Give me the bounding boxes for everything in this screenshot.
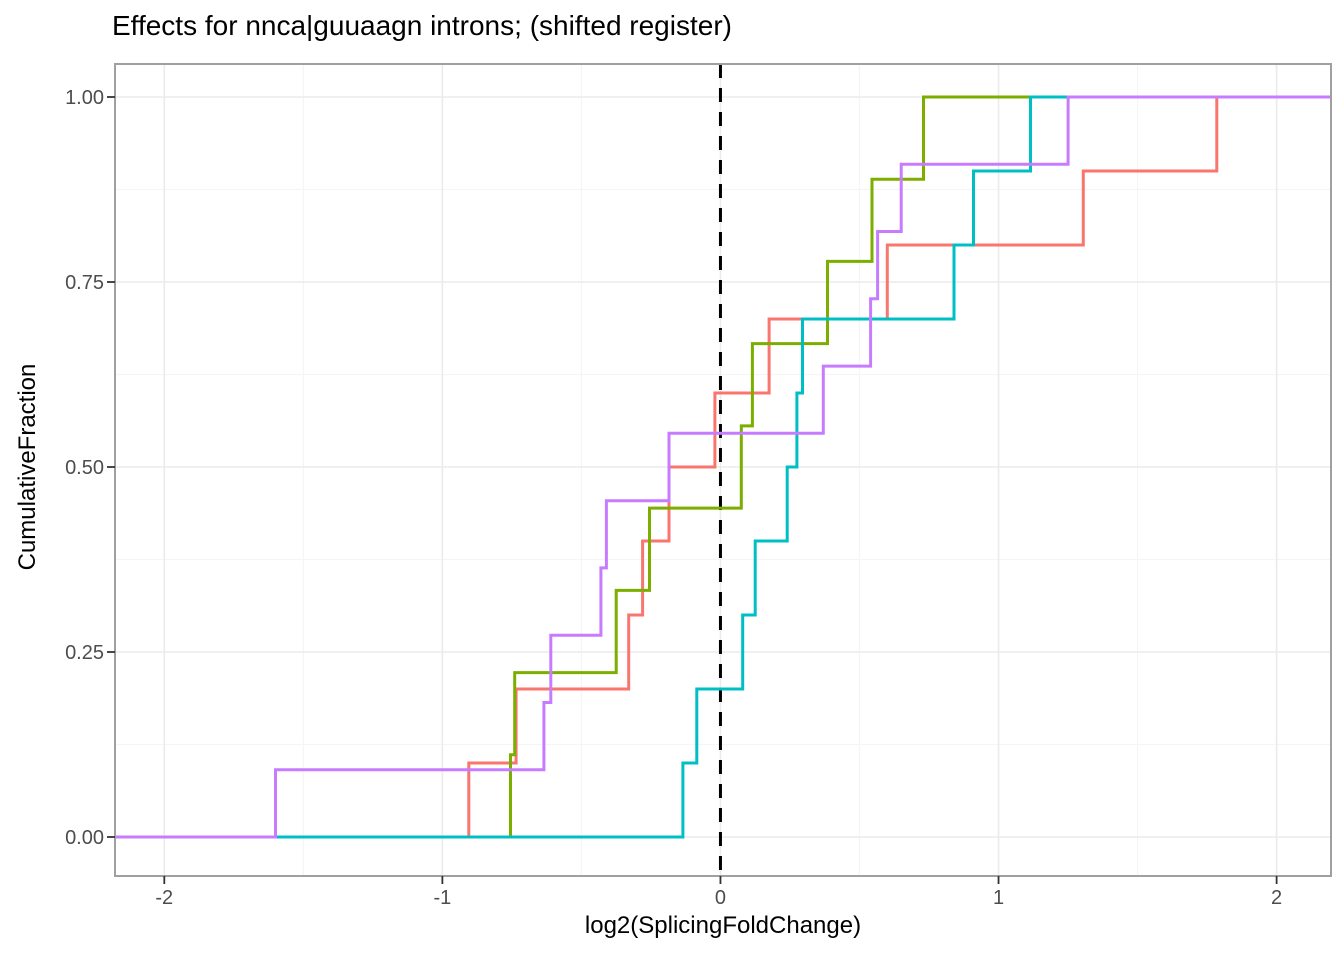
y-tick-label: 0.50 xyxy=(65,457,104,479)
y-tick-label: 0.25 xyxy=(65,642,104,664)
x-tick-label: 1 xyxy=(993,887,1004,909)
x-tick-label: 0 xyxy=(715,887,726,909)
y-tick-label: 1.00 xyxy=(65,87,104,109)
y-axis-title: CumulativeFraction xyxy=(14,363,41,571)
series-teal-line xyxy=(115,95,1331,839)
panel-background xyxy=(115,64,1331,876)
series-olive-line xyxy=(115,95,1331,839)
panel-border xyxy=(114,63,1332,877)
x-axis-title: log2(SplicingFoldChange) xyxy=(584,912,862,939)
y-tick-label: 0.75 xyxy=(65,272,104,294)
x-tick-label: -1 xyxy=(433,887,451,909)
chart-title: Effects for nnca|guuaagn introns; (shift… xyxy=(112,10,732,41)
series-purple-line xyxy=(115,95,1331,839)
x-tick-label: 2 xyxy=(1271,887,1282,909)
y-tick-label: 0.00 xyxy=(65,827,104,849)
x-tick-label: -2 xyxy=(155,887,173,909)
